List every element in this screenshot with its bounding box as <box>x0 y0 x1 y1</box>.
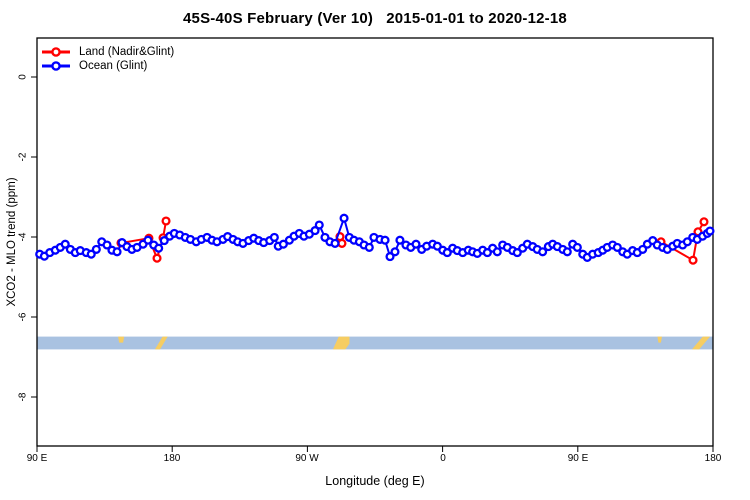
y-tick-label: 0 <box>17 74 29 80</box>
x-tick-label: 90 E <box>567 453 589 464</box>
land-patch <box>118 336 125 343</box>
ocean-point <box>112 247 122 257</box>
ocean-point <box>705 226 715 236</box>
ocean-point <box>492 247 502 257</box>
land-point <box>152 253 162 263</box>
ocean-point <box>682 237 692 247</box>
ocean-point <box>91 244 101 254</box>
land-series-marker-icon <box>42 47 70 57</box>
ocean-point <box>330 238 340 248</box>
y-tick-label: -8 <box>17 392 29 402</box>
x-axis-title: Longitude (deg E) <box>325 474 425 488</box>
ocean-point <box>390 247 400 257</box>
chart-title: 45S-40S February (Ver 10) 2015-01-01 to … <box>183 10 567 27</box>
ocean-point <box>512 248 522 258</box>
ocean-point <box>278 239 288 249</box>
ocean-point <box>269 232 279 242</box>
land-patch <box>332 336 350 350</box>
ocean-point <box>442 248 452 258</box>
land-patch <box>691 336 710 350</box>
ocean-point <box>102 240 112 250</box>
land-patch <box>154 336 168 350</box>
y-tick-label: -2 <box>17 152 29 162</box>
ocean-point <box>562 247 572 257</box>
ocean-point <box>60 239 70 249</box>
ocean-point <box>314 220 324 230</box>
ocean-series-marker-icon <box>42 61 70 71</box>
ocean-point <box>572 242 582 252</box>
land-patch <box>657 336 662 343</box>
ocean-point <box>380 235 390 245</box>
y-tick-label: -6 <box>17 312 29 322</box>
land-point <box>688 255 698 265</box>
legend: Land (Nadir&Glint) Ocean (Glint) <box>41 45 174 73</box>
legend-entry-land: Land (Nadir&Glint) <box>41 45 174 59</box>
ocean-point <box>310 226 320 236</box>
ocean-point <box>143 235 153 245</box>
x-tick-label: 90 E <box>26 453 48 464</box>
land-point <box>699 217 709 227</box>
ocean-band <box>37 336 713 350</box>
y-axis-title: XCO2 - MLO trend (ppm) <box>6 177 18 307</box>
legend-label-ocean: Ocean (Glint) <box>79 60 148 72</box>
ocean-point <box>395 235 405 245</box>
x-tick-label: 180 <box>163 453 181 464</box>
land-point <box>161 216 171 226</box>
legend-label-land: Land (Nadir&Glint) <box>79 46 175 58</box>
legend-entry-ocean: Ocean (Glint) <box>41 59 174 73</box>
ocean-point <box>154 243 164 253</box>
ocean-point <box>538 247 548 257</box>
ocean-point <box>612 242 622 252</box>
ocean-point <box>159 236 169 246</box>
ocean-point <box>638 244 648 254</box>
ocean-point <box>86 249 96 259</box>
x-tick-label: 180 <box>704 453 722 464</box>
plot-border <box>36 37 714 447</box>
x-tick-label: 0 <box>440 453 446 464</box>
ocean-point <box>411 239 421 249</box>
y-tick-label: -4 <box>17 232 29 242</box>
land-line <box>660 221 705 262</box>
x-tick-label: 90 W <box>295 453 319 464</box>
ocean-point <box>339 213 349 223</box>
ocean-point <box>364 242 374 252</box>
